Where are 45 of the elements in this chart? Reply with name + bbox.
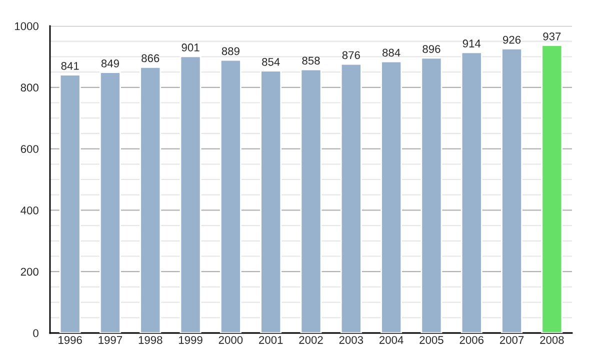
x-tick-label: 2007 [500,336,524,344]
x-tick-label: 1998 [138,336,162,344]
data-label: 876 [342,51,360,60]
x-tick-label: 2001 [259,336,283,344]
bar [300,68,322,333]
x-tick-label: 2004 [380,336,404,344]
bar [180,56,202,333]
data-label: 849 [101,60,119,68]
data-label: 926 [503,36,521,44]
bar [220,59,242,333]
x-tick-label: 2000 [218,336,243,344]
y-tick-label: 200 [20,268,38,276]
x-tick-label: 2005 [420,336,444,344]
x-tick-label: 1997 [98,336,122,344]
data-label: 901 [182,44,200,52]
bar [340,63,362,333]
y-tick-label: 600 [20,145,38,153]
data-label: 889 [222,47,240,56]
x-tick-label: 2003 [339,336,364,344]
data-label: 866 [142,54,160,62]
bar [260,70,282,333]
x-tick-label: 2008 [540,336,564,344]
x-tick-label: 1996 [58,336,82,344]
bar [140,66,162,333]
bar [541,44,563,333]
data-label: 858 [302,56,320,65]
bar [59,74,81,333]
bar [460,52,482,333]
x-tick-label: 2006 [460,336,484,344]
data-label: 896 [422,45,440,53]
bar [501,48,523,333]
data-label: 937 [543,32,561,40]
y-tick-label: 400 [20,206,38,214]
y-tick-label: 1000 [15,22,38,30]
x-tick-label: 2002 [299,336,323,344]
bar [380,60,402,333]
data-label: 884 [382,48,400,57]
data-label: 841 [61,62,79,70]
y-tick-label: 0 [33,329,38,338]
bar [99,72,121,333]
bar [420,57,442,333]
y-tick-label: 800 [20,84,38,92]
x-tick-label: 1999 [179,336,202,344]
data-label: 854 [262,58,280,66]
data-label: 914 [462,40,481,48]
